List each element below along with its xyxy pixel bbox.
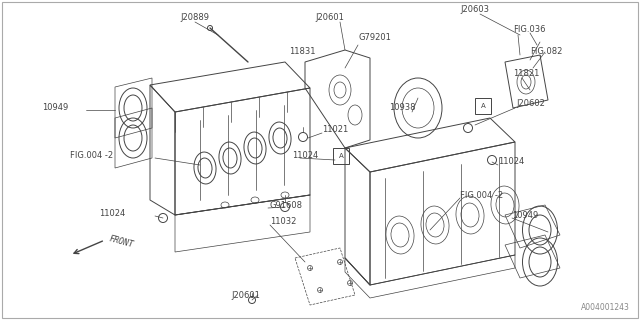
Text: J20602: J20602: [516, 100, 545, 108]
Text: 10949: 10949: [512, 211, 538, 220]
Text: 11024: 11024: [99, 210, 125, 219]
Text: FIG.004 -2: FIG.004 -2: [460, 190, 503, 199]
Text: 11021: 11021: [322, 125, 348, 134]
Text: 11821: 11821: [513, 69, 540, 78]
Text: J20603: J20603: [461, 5, 490, 14]
Text: J20601: J20601: [232, 291, 260, 300]
Text: J20601: J20601: [316, 13, 344, 22]
Text: 11024: 11024: [292, 150, 318, 159]
Text: 11024: 11024: [498, 157, 524, 166]
Text: A: A: [339, 153, 344, 159]
Text: 10938: 10938: [388, 103, 415, 113]
Text: G79201: G79201: [358, 34, 392, 43]
Text: J20889: J20889: [180, 13, 209, 22]
Text: FIG.036: FIG.036: [513, 26, 545, 35]
Text: FIG.082: FIG.082: [530, 47, 563, 57]
Text: A004001243: A004001243: [581, 303, 630, 312]
Bar: [333, 148, 349, 164]
Text: 11032: 11032: [270, 218, 296, 227]
Text: FRONT: FRONT: [108, 235, 134, 250]
Text: FIG.004 -2: FIG.004 -2: [70, 150, 113, 159]
Text: G91608: G91608: [270, 201, 303, 210]
Bar: [475, 98, 491, 114]
Text: 10949: 10949: [42, 103, 68, 113]
Text: 11831: 11831: [289, 47, 316, 57]
Text: A: A: [481, 103, 485, 109]
